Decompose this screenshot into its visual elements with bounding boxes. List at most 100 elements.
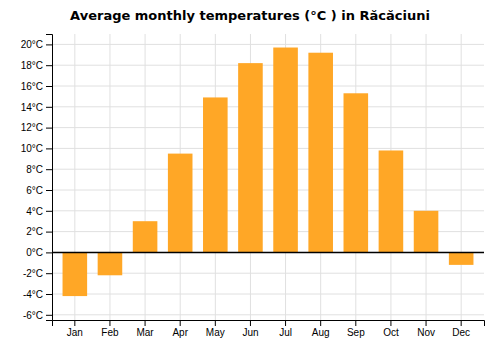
bar	[133, 221, 158, 252]
x-tick-label: Aug	[312, 327, 330, 338]
y-tick-label: 4°C	[26, 206, 43, 217]
x-tick: Sep	[347, 320, 365, 338]
x-tick: Mar	[136, 320, 154, 338]
bars	[52, 48, 484, 297]
y-tick-label: 18°C	[21, 60, 43, 71]
bar	[63, 252, 88, 296]
y-tick-label: -4°C	[23, 289, 43, 300]
y-tick-mark	[46, 294, 52, 295]
y-tick-label: 14°C	[21, 102, 43, 113]
y-tick: 16°C	[21, 81, 52, 92]
y-tick-mark	[46, 252, 52, 253]
y-tick-mark	[46, 190, 52, 191]
x-tick: Apr	[172, 320, 188, 338]
x-tick-mark	[461, 320, 462, 326]
y-tick-mark	[46, 86, 52, 87]
y-tick: 6°C	[26, 185, 52, 196]
x-axis: Jan Feb Mar Apr May Jun Jul Aug Sep Oct Nov Dec	[53, 320, 485, 338]
y-tick-label: 16°C	[21, 81, 43, 92]
x-tick-label: Nov	[417, 327, 435, 338]
x-tick-label: Feb	[101, 327, 119, 338]
bar	[98, 252, 123, 275]
y-tick: -6°C	[23, 310, 52, 321]
x-tick: Dec	[452, 320, 470, 338]
x-tick-mark	[355, 320, 356, 326]
y-tick-label: 20°C	[21, 39, 43, 50]
y-tick-label: 2°C	[26, 226, 43, 237]
x-axis-line	[53, 321, 485, 327]
grid-line	[52, 127, 484, 128]
x-tick: Jan	[67, 320, 83, 338]
x-tick-label: May	[206, 327, 225, 338]
x-tick-label: Jun	[242, 327, 258, 338]
zero-line	[52, 252, 484, 254]
grid-line	[461, 34, 462, 320]
y-tick-label: 12°C	[21, 122, 43, 133]
y-tick: 0°C	[26, 247, 52, 258]
x-tick-label: Mar	[136, 327, 154, 338]
bar	[238, 63, 263, 252]
title: Average monthly temperatures (°C ) in Ră…	[70, 8, 430, 23]
bar	[273, 48, 298, 253]
grid-line	[145, 34, 146, 320]
y-tick-mark	[46, 273, 52, 274]
grid-line	[52, 294, 484, 295]
x-tick-label: Apr	[172, 327, 188, 338]
x-tick-label: Sep	[347, 327, 365, 338]
y-tick-mark	[46, 65, 52, 66]
x-tick-mark	[320, 320, 321, 326]
bar	[414, 211, 439, 253]
plot: -6°C -4°C -2°C 0°C 2°C 4°C 6°C 8°C 10°C 12°C 14°C 1…	[21, 34, 485, 338]
x-tick-mark	[426, 320, 427, 326]
y-tick: 8°C	[26, 164, 52, 175]
y-tick-mark	[46, 315, 52, 316]
y-tick: 18°C	[21, 60, 52, 71]
y-tick-label: 6°C	[26, 185, 43, 196]
x-tick: Nov	[417, 320, 435, 338]
x-tick-mark	[74, 320, 75, 326]
bar	[449, 252, 474, 264]
y-axis-line	[46, 35, 53, 321]
x-tick-label: Dec	[452, 327, 470, 338]
x-tick-label: Jul	[279, 327, 292, 338]
grid	[52, 34, 484, 320]
x-tick: Feb	[101, 320, 119, 338]
grid-line	[52, 252, 484, 253]
x-tick: Oct	[383, 320, 399, 338]
y-tick: 4°C	[26, 206, 52, 217]
y-tick: 12°C	[21, 122, 52, 133]
x-tick-label: Oct	[383, 327, 399, 338]
x-tick-mark	[285, 320, 286, 326]
y-tick-mark	[46, 44, 52, 45]
grid-line	[52, 86, 484, 87]
grid-line	[52, 65, 484, 66]
bar	[308, 53, 333, 253]
y-tick-mark	[46, 169, 52, 170]
bar	[203, 97, 228, 252]
grid-line	[52, 190, 484, 191]
grid-line	[109, 34, 110, 320]
x-tick: Aug	[312, 320, 330, 338]
grid-line	[52, 169, 484, 170]
x-tick-label: Jan	[67, 327, 83, 338]
y-axis: -6°C -4°C -2°C 0°C 2°C 4°C 6°C 8°C 10°C 12°C 14°C 1…	[21, 35, 53, 321]
x-tick: Jul	[279, 320, 292, 338]
bar	[168, 154, 193, 253]
y-tick-label: -2°C	[23, 268, 43, 279]
y-tick: 14°C	[21, 102, 52, 113]
y-tick: 2°C	[26, 226, 52, 237]
y-tick-mark	[46, 232, 52, 233]
grid-line	[52, 148, 484, 149]
y-tick-label: 0°C	[26, 247, 43, 258]
grid-line	[52, 314, 484, 315]
y-tick: -2°C	[23, 268, 52, 279]
grid-line	[52, 44, 484, 45]
grid-line	[426, 34, 427, 320]
y-tick: 10°C	[21, 143, 52, 154]
bar	[344, 93, 369, 252]
y-tick-label: 10°C	[21, 143, 43, 154]
y-tick: 20°C	[21, 39, 52, 50]
x-tick-mark	[215, 320, 216, 326]
y-tick-mark	[46, 211, 52, 212]
x-tick-mark	[145, 320, 146, 326]
